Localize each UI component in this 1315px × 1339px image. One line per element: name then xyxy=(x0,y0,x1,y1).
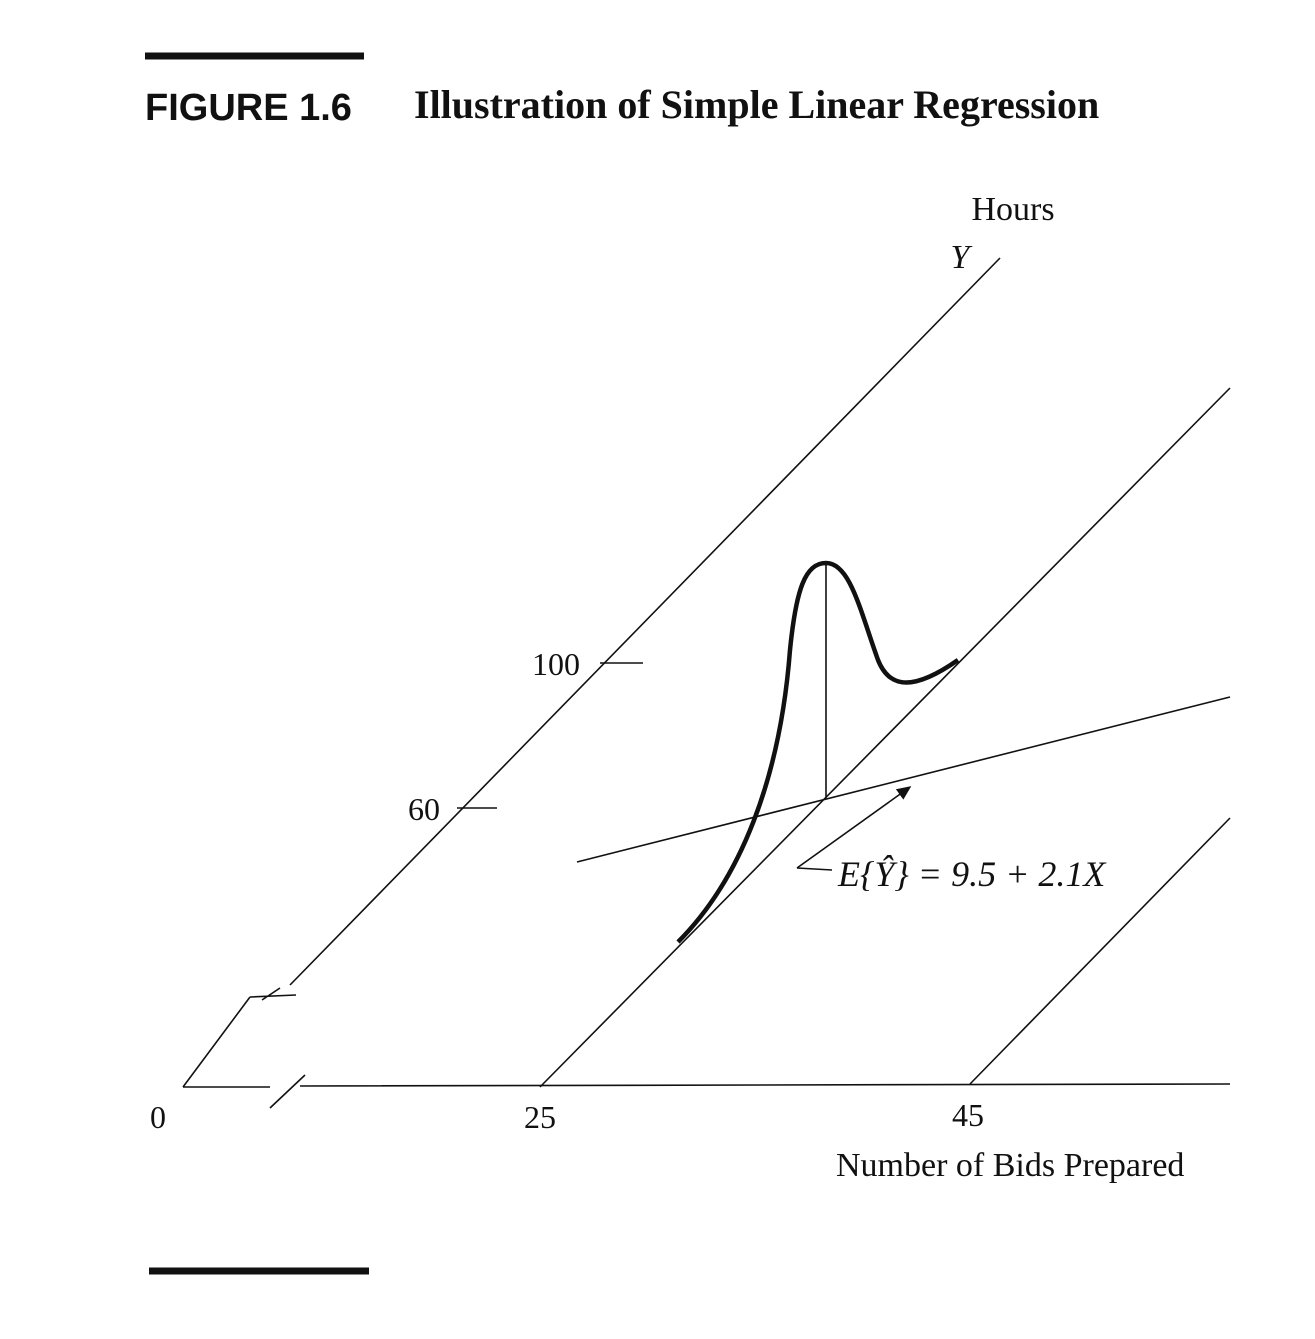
y-symbol: Y xyxy=(951,239,973,276)
arrow xyxy=(796,786,912,869)
x-tick-label: 25 xyxy=(524,1099,556,1135)
y-axis-label: Hours xyxy=(971,191,1054,228)
y-tick-label: 60 xyxy=(408,791,440,827)
x-axis-label: Number of Bids Prepared xyxy=(836,1147,1184,1184)
guide-line xyxy=(539,387,1231,1088)
y-tick-label: 100 xyxy=(532,646,580,682)
x-axis xyxy=(183,1074,1231,1109)
x-tick-label: 0 xyxy=(150,1099,166,1135)
x-tick-label: 45 xyxy=(952,1097,984,1133)
guide-line xyxy=(969,817,1231,1085)
y-axis xyxy=(182,257,1001,1088)
distribution-curve xyxy=(676,560,960,944)
figure-title: Illustration of Simple Linear Regression xyxy=(414,82,1099,127)
figure-label: FIGURE 1.6 xyxy=(145,87,352,129)
arrow-tail xyxy=(796,867,833,871)
equation: E{Ŷ} = 9.5 + 2.1X xyxy=(837,854,1107,894)
regression-line xyxy=(576,696,1231,863)
